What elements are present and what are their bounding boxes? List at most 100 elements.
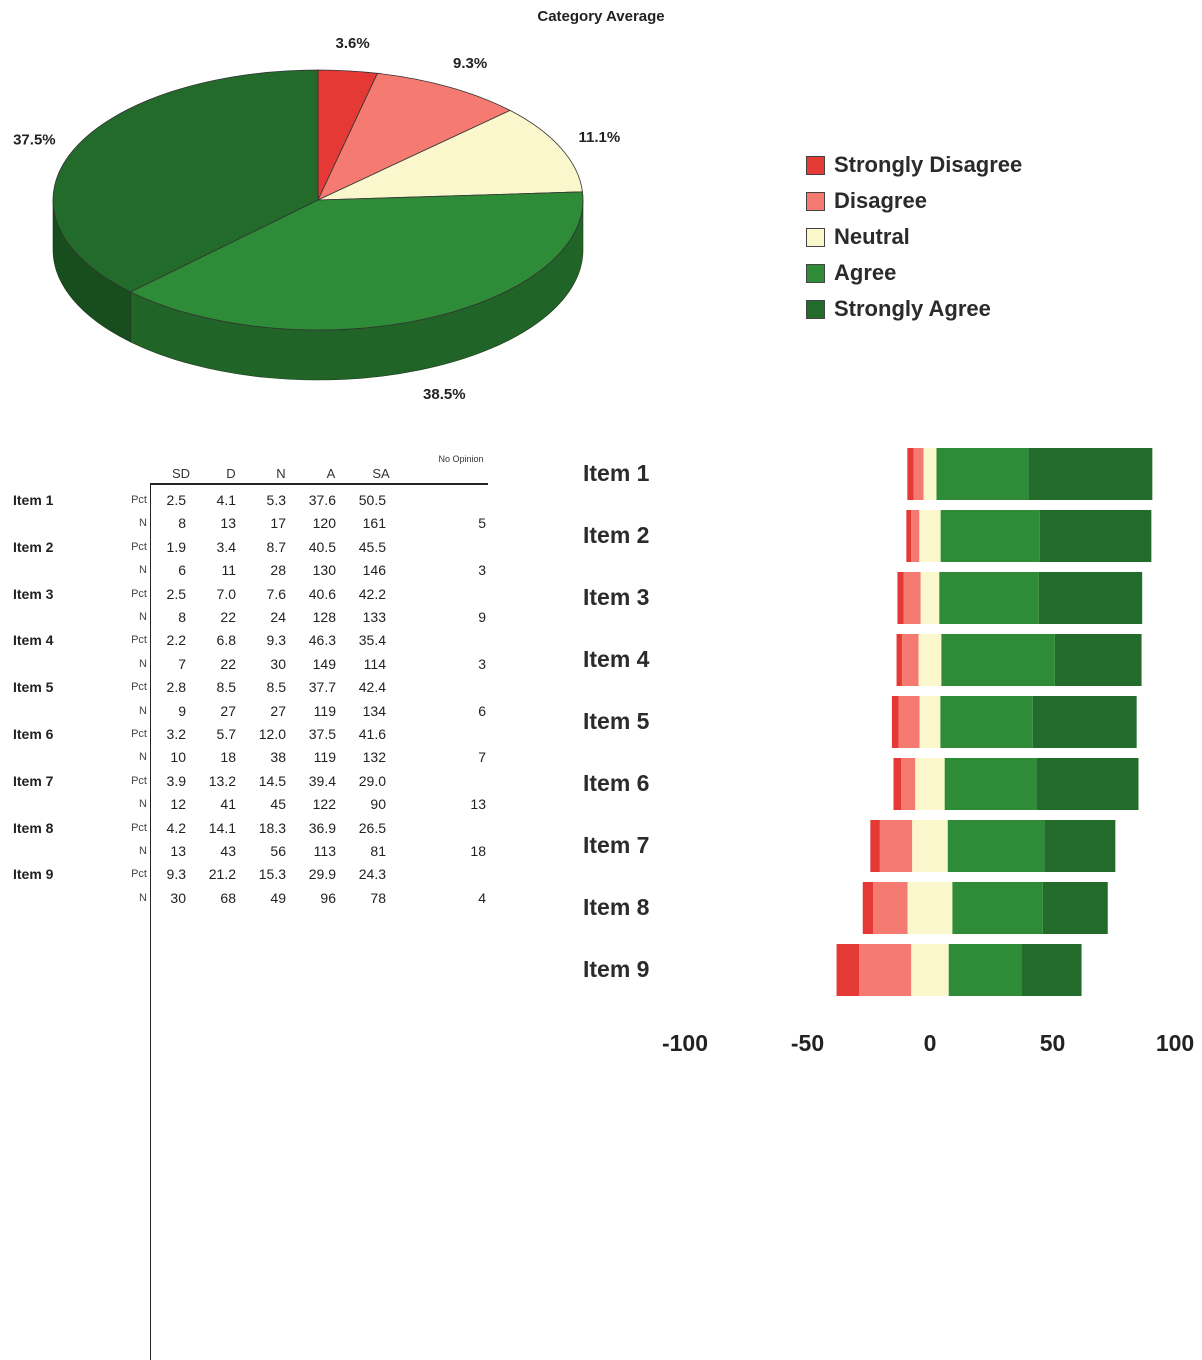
pie-slice-disagree <box>317 72 511 201</box>
bar-item-8-disagree <box>873 882 908 934</box>
table-cell-pct: 37.7 <box>308 679 336 696</box>
table-cell-n: 27 <box>270 702 286 719</box>
x-tick-label: 50 <box>1039 1030 1066 1056</box>
table-cell-pct: 9.3 <box>166 866 186 883</box>
table-cell-n: 11 <box>221 562 236 579</box>
legend-item-agree: Agree <box>806 255 1022 291</box>
table-cell-pct: 36.9 <box>308 819 336 836</box>
table-cell-pct: 14.5 <box>258 772 286 789</box>
bar-item-8-agree <box>952 882 1043 934</box>
table-row-label-n: N <box>139 845 147 857</box>
table-header-a: A <box>326 466 336 481</box>
table-cell-n: 18 <box>220 749 236 766</box>
table-cell-pct: 7.0 <box>216 585 236 602</box>
table-cell-n: 9 <box>178 702 186 719</box>
table-row-label-rule <box>150 484 151 1360</box>
bar-item-8-strongly-disagree <box>862 882 874 934</box>
table-cell-n: 96 <box>320 889 336 906</box>
bar-item-9-disagree <box>859 944 912 996</box>
table-cell-n: 8 <box>178 515 186 532</box>
bar-item-3-strongly-disagree <box>897 572 904 624</box>
pie-slice-strongly-agree <box>52 69 319 293</box>
table-cell-n: 122 <box>312 796 336 813</box>
table-header-n: N <box>276 466 286 481</box>
table-cell-n: 120 <box>312 515 336 532</box>
bar-item-7-neutral <box>912 820 948 872</box>
table-item-label: Item 3 <box>13 585 54 602</box>
pie-chart-title: Category Average <box>537 8 665 25</box>
table-cell-n: 6 <box>178 562 186 579</box>
table-row-label-n: N <box>139 704 147 717</box>
table-row-label-n: N <box>139 611 147 623</box>
bar-item-1-strongly-agree <box>1028 448 1153 500</box>
table-cell-pct: 8.7 <box>266 538 286 555</box>
bar-item-2-disagree <box>911 510 920 562</box>
table-header-d: D <box>226 466 236 481</box>
table-cell-pct: 42.2 <box>358 585 386 602</box>
table-cell-pct: 5.7 <box>216 726 236 742</box>
table-row-label-pct: Pct <box>131 868 147 881</box>
table-row-label-n: N <box>139 657 147 670</box>
table-cell-pct: 29.0 <box>358 772 386 789</box>
legend-item-neutral: Neutral <box>806 219 1022 255</box>
bar-item-1-agree <box>936 448 1029 500</box>
legend-swatch-strongly-disagree <box>806 155 825 175</box>
table-cell-n: 146 <box>362 562 386 579</box>
table-item-label: Item 5 <box>13 679 54 696</box>
bar-item-5-neutral <box>919 696 941 748</box>
pie-label-strongly-agree: 37.5% <box>13 132 56 149</box>
table-row-label-pct: Pct <box>131 587 147 600</box>
bar-item-9-agree <box>948 944 1022 996</box>
table-cell-no-opinion: 3 <box>478 562 486 579</box>
table-cell-pct: 1.9 <box>166 538 186 555</box>
table-cell-pct: 41.6 <box>358 726 386 742</box>
table-cell-n: 128 <box>312 609 336 625</box>
table-cell-pct: 3.9 <box>166 772 186 789</box>
table-header-sa: SA <box>372 466 390 481</box>
pie-slice-agree <box>129 191 584 331</box>
bar-category-label: Item 4 <box>583 646 650 672</box>
bar-item-2-strongly-disagree <box>906 510 912 562</box>
bar-item-8-strongly-agree <box>1042 882 1108 934</box>
bar-item-5-disagree <box>898 696 920 748</box>
table-cell-pct: 37.5 <box>308 726 336 742</box>
pie-label-strongly-disagree: 3.6% <box>336 35 370 52</box>
legend-swatch-neutral <box>806 227 825 247</box>
table-cell-n: 114 <box>363 655 386 672</box>
table-cell-pct: 46.3 <box>308 632 336 649</box>
table-cell-pct: 7.6 <box>266 585 286 602</box>
bar-category-label: Item 1 <box>583 460 650 486</box>
table-cell-n: 38 <box>270 749 286 766</box>
table-cell-n: 68 <box>220 889 236 906</box>
legend-label: Neutral <box>834 224 910 249</box>
bar-item-4-strongly-agree <box>1054 634 1142 686</box>
bar-item-6-neutral <box>915 758 945 810</box>
bar-category-label: Item 6 <box>583 770 650 796</box>
table-item-label: Item 7 <box>13 772 54 789</box>
table-cell-pct: 50.5 <box>358 492 386 508</box>
bar-category-label: Item 9 <box>583 956 650 982</box>
table-row-label-n: N <box>139 891 147 904</box>
table-cell-n: 12 <box>170 796 186 813</box>
bar-item-5-strongly-disagree <box>891 696 899 748</box>
table-row-label-pct: Pct <box>131 540 147 553</box>
pie-label-agree: 38.5% <box>423 386 466 403</box>
table-cell-pct: 40.6 <box>308 585 336 602</box>
table-cell-n: 119 <box>313 702 336 719</box>
table-cell-pct: 5.3 <box>266 492 286 508</box>
pie-label-disagree: 9.3% <box>453 55 487 72</box>
bar-item-7-agree <box>947 820 1045 872</box>
bar-item-7-strongly-agree <box>1044 820 1116 872</box>
table-cell-no-opinion: 9 <box>478 609 486 625</box>
table-cell-n: 43 <box>220 843 236 859</box>
legend-swatch-disagree <box>806 191 825 211</box>
pie-slice-neutral <box>317 109 583 201</box>
table-item-label: Item 6 <box>13 726 54 742</box>
table-cell-pct: 40.5 <box>308 538 336 555</box>
table-cell-n: 81 <box>370 843 386 859</box>
table-cell-pct: 14.1 <box>208 819 236 836</box>
bar-category-label: Item 3 <box>583 584 650 610</box>
table-cell-n: 22 <box>220 655 236 672</box>
bar-item-3-agree <box>939 572 1039 624</box>
table-cell-pct: 39.4 <box>308 772 336 789</box>
